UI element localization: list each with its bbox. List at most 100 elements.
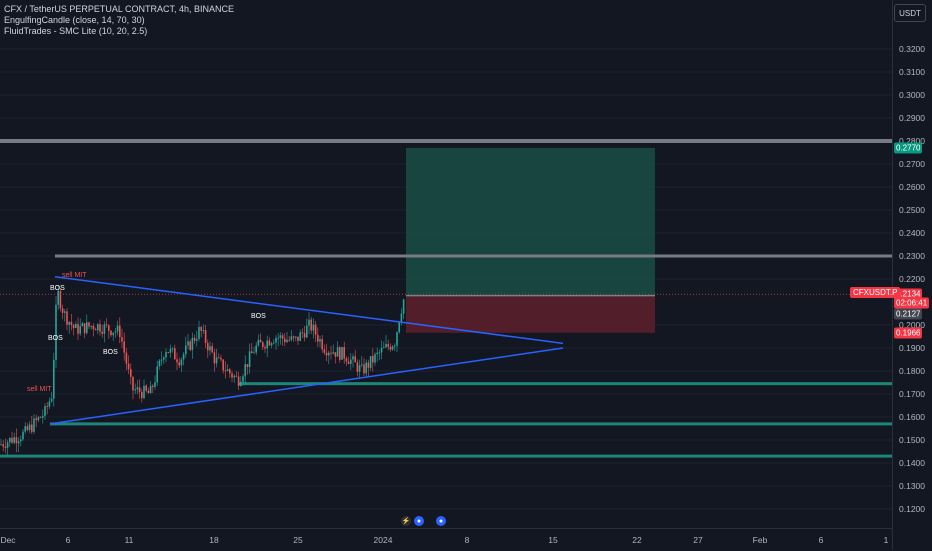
resistance-zone-2 — [55, 254, 892, 258]
candle-body — [48, 401, 51, 407]
candle-body — [127, 363, 130, 370]
time-axis-label: Dec — [0, 535, 16, 545]
bos-label-3: BOS — [103, 349, 118, 356]
candle-body — [134, 389, 136, 391]
candle-body — [328, 352, 330, 356]
candle-body — [288, 339, 290, 341]
candle-body — [108, 325, 110, 331]
price-axis-label: 0.1500 — [899, 435, 925, 445]
candle-body — [90, 326, 92, 327]
candle-body — [72, 324, 75, 328]
candle-body — [66, 311, 68, 325]
candle-body — [248, 351, 251, 367]
candle-body — [125, 352, 128, 364]
price-axis-label: 0.3000 — [899, 90, 925, 100]
candle-body — [358, 365, 361, 372]
time-axis-label: 27 — [693, 535, 703, 545]
candle-body — [259, 339, 262, 343]
candle-body — [369, 355, 372, 368]
candle-body — [334, 352, 337, 357]
candle-body — [400, 313, 403, 323]
candle-body — [13, 437, 15, 443]
candle-body — [119, 325, 121, 338]
candle-body — [402, 299, 405, 314]
time-axis[interactable]: Dec 6 11 18 25 2024 8 15 22 27 Feb 6 1 — [0, 528, 892, 551]
economic-event-icon[interactable]: ● — [414, 516, 424, 526]
candle-body — [325, 352, 328, 356]
symbol-title[interactable]: CFX / TetherUS PERPETUAL CONTRACT, 4h, B… — [4, 4, 235, 14]
candle-body — [37, 417, 40, 421]
candle-body — [350, 359, 352, 364]
indicator-engulfing[interactable]: EngulfingCandle (close, 14, 70, 30) — [4, 15, 145, 25]
price-axis-label: 0.2400 — [899, 228, 925, 238]
price-tag: 0.1966 — [894, 327, 923, 339]
candle-body — [312, 324, 315, 331]
candle-body — [11, 437, 13, 443]
candle-body — [391, 346, 394, 350]
candle-body — [306, 325, 308, 338]
economic-event-icon-2[interactable]: ● — [436, 516, 446, 526]
candle-body — [262, 342, 264, 348]
candle-body — [180, 359, 183, 366]
candle-body — [367, 362, 370, 368]
price-axis-label: 0.1200 — [899, 504, 925, 514]
candle-body — [279, 335, 282, 338]
candle-body — [330, 352, 332, 354]
candle-body — [266, 340, 268, 349]
trendline-lower — [49, 347, 564, 425]
candle-body — [396, 332, 398, 346]
candle-body — [383, 347, 385, 348]
candle-body — [218, 357, 220, 359]
price-axis-label: 0.2000 — [899, 320, 925, 330]
candle-body — [145, 385, 147, 391]
candle-body — [341, 346, 343, 360]
candle-body — [332, 352, 334, 354]
candle-body — [317, 334, 319, 342]
price-tag: 0.2134 — [894, 288, 923, 300]
price-axis-label: 0.2200 — [899, 274, 925, 284]
price-axis-label: 0.1800 — [899, 366, 925, 376]
candle-body — [257, 339, 260, 346]
candle-body — [6, 442, 9, 448]
candle-body — [389, 346, 392, 350]
chart-pane[interactable]: BOS BOS BOS BOS sell MIT sell MIT — [0, 0, 892, 528]
trendline-upper — [54, 275, 564, 345]
candle-body — [372, 355, 374, 363]
time-axis-label: 1 — [883, 535, 889, 545]
candle-body — [220, 357, 222, 360]
candle-body — [68, 321, 70, 325]
time-axis-label: 15 — [548, 535, 558, 545]
candle-body — [365, 362, 367, 374]
price-axis[interactable]: 0.3200 0.3100 0.3000 0.2900 0.2800 0.2700 0.26… — [892, 0, 932, 550]
candle-body — [224, 370, 227, 372]
candle-body — [50, 398, 53, 402]
price-axis-label: 0.1700 — [899, 389, 925, 399]
candle-body — [22, 431, 24, 440]
currency-button[interactable]: USDT — [894, 4, 926, 22]
candle-body — [394, 345, 396, 347]
candle-body — [17, 441, 20, 444]
candle-body — [385, 344, 387, 348]
candle-body — [255, 345, 257, 353]
candle-body — [193, 337, 196, 341]
price-axis-label: 0.1400 — [899, 458, 925, 468]
candle-body — [231, 373, 233, 378]
time-axis-label: Feb — [752, 535, 768, 545]
dividend-event-icon[interactable]: ⚡ — [401, 516, 411, 526]
bos-label-4: BOS — [251, 313, 266, 320]
candle-body — [42, 415, 44, 418]
candle-body — [345, 358, 348, 362]
candle-body — [147, 390, 150, 394]
candle-body — [209, 346, 211, 351]
candle-body — [55, 304, 57, 360]
indicator-smc[interactable]: FluidTrades - SMC Lite (10, 20, 2.5) — [4, 26, 148, 36]
candle-body — [35, 418, 37, 421]
support-zone-1 — [238, 382, 892, 386]
candle-body — [9, 437, 11, 443]
price-chart[interactable]: BOS BOS BOS BOS sell MIT sell MIT — [0, 0, 892, 528]
time-axis-label: 25 — [293, 535, 303, 545]
price-axis-label: 0.3200 — [899, 44, 925, 54]
time-axis-label: 18 — [209, 535, 219, 545]
candle-body — [374, 354, 376, 363]
candle-body — [64, 311, 66, 313]
